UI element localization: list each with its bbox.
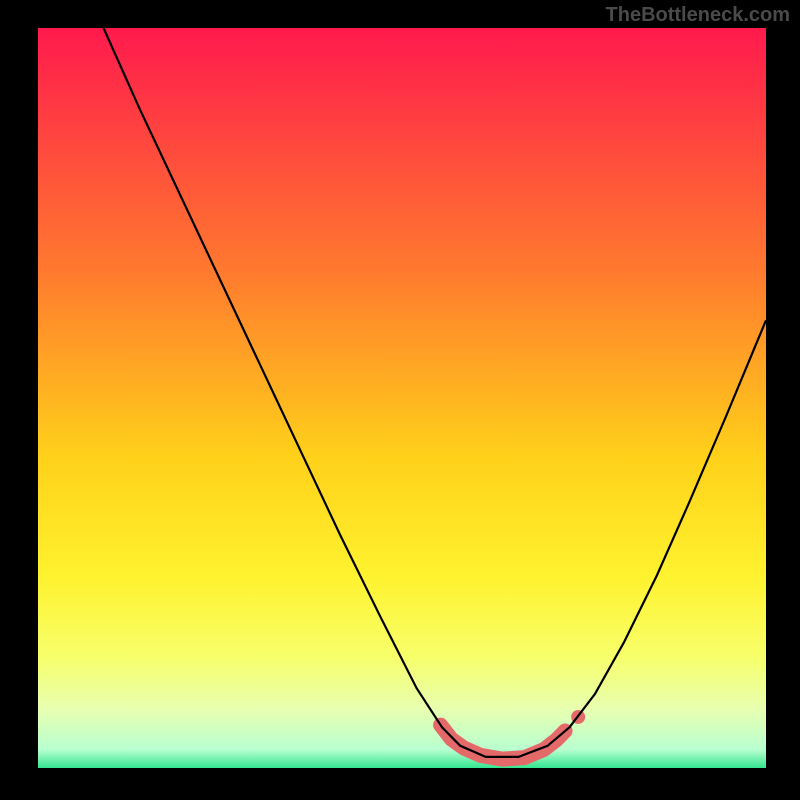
bottleneck-curve: [104, 28, 766, 757]
highlight-segment: [441, 725, 565, 759]
chart-svg: [0, 0, 800, 800]
attribution-label: TheBottleneck.com: [606, 4, 790, 27]
chart-container: TheBottleneck.com: [0, 0, 800, 800]
